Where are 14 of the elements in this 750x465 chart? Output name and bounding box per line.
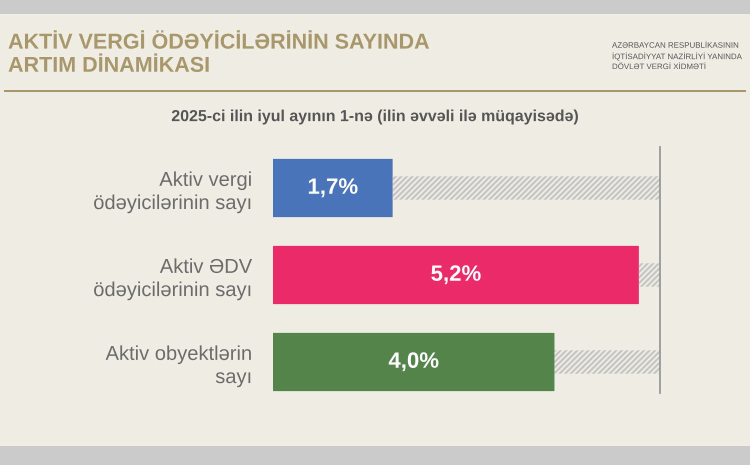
y-tick-label: Aktiv ƏDV ödəyicilərinin sayı [94, 258, 252, 300]
chart-title: AKTİV VERGİ ÖDƏYİCİLƏRİNİN SAYINDA ARTIM DİNAMİKASI [8, 30, 430, 72]
chart-subtitle: 2025-ci ilin iyul ayının 1-nə (ilin əvvəli ilə müqayisədə) [172, 110, 578, 124]
y-tick-label: Aktiv vergi ödəyicilərinin sayı [94, 171, 251, 214]
bar [273, 332, 554, 392]
bar [273, 158, 393, 218]
bar [554, 350, 660, 374]
data-label: 5,2% [431, 265, 481, 284]
data-label: 4,0% [388, 352, 438, 372]
bar [392, 176, 660, 200]
bar [273, 246, 639, 304]
data-label: 1,7% [308, 178, 358, 198]
bar [638, 263, 660, 287]
y-tick-label: Aktiv obyektlərin sayı [106, 345, 251, 388]
